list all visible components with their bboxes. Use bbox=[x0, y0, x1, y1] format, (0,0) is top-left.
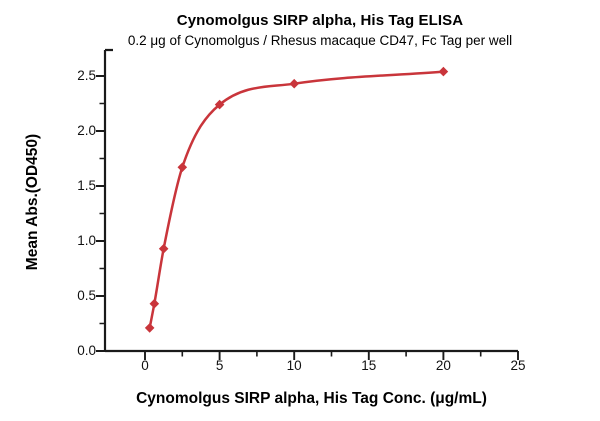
fit-curve bbox=[148, 70, 444, 329]
y-tick-label: 1.0 bbox=[77, 233, 96, 248]
data-point-markers bbox=[144, 66, 449, 333]
x-tick-label: 0 bbox=[141, 358, 149, 373]
y-tick-label: 2.5 bbox=[77, 68, 96, 83]
x-tick-label: 20 bbox=[435, 358, 451, 373]
chart-subtitle: 0.2 μg of Cynomolgus / Rhesus macaque CD… bbox=[127, 33, 513, 48]
x-tick-label: 15 bbox=[361, 358, 377, 373]
y-tick-label: 0.0 bbox=[77, 343, 96, 358]
y-tick-label: 1.5 bbox=[77, 178, 96, 193]
axis-lines bbox=[103, 48, 518, 353]
major-ticks bbox=[96, 75, 519, 360]
x-tick-label: 5 bbox=[215, 358, 224, 373]
chart-title: Cynomolgus SIRP alpha, His Tag ELISA bbox=[176, 12, 464, 29]
minor-ticks bbox=[99, 102, 482, 357]
x-tick-label: 25 bbox=[510, 358, 526, 373]
y-tick-label: 0.5 bbox=[77, 288, 96, 303]
x-axis-label: Cynomolgus SIRP alpha, His Tag Conc. (μg… bbox=[136, 390, 487, 407]
x-tick-label: 10 bbox=[286, 358, 302, 373]
y-tick-label: 2.0 bbox=[77, 123, 96, 138]
